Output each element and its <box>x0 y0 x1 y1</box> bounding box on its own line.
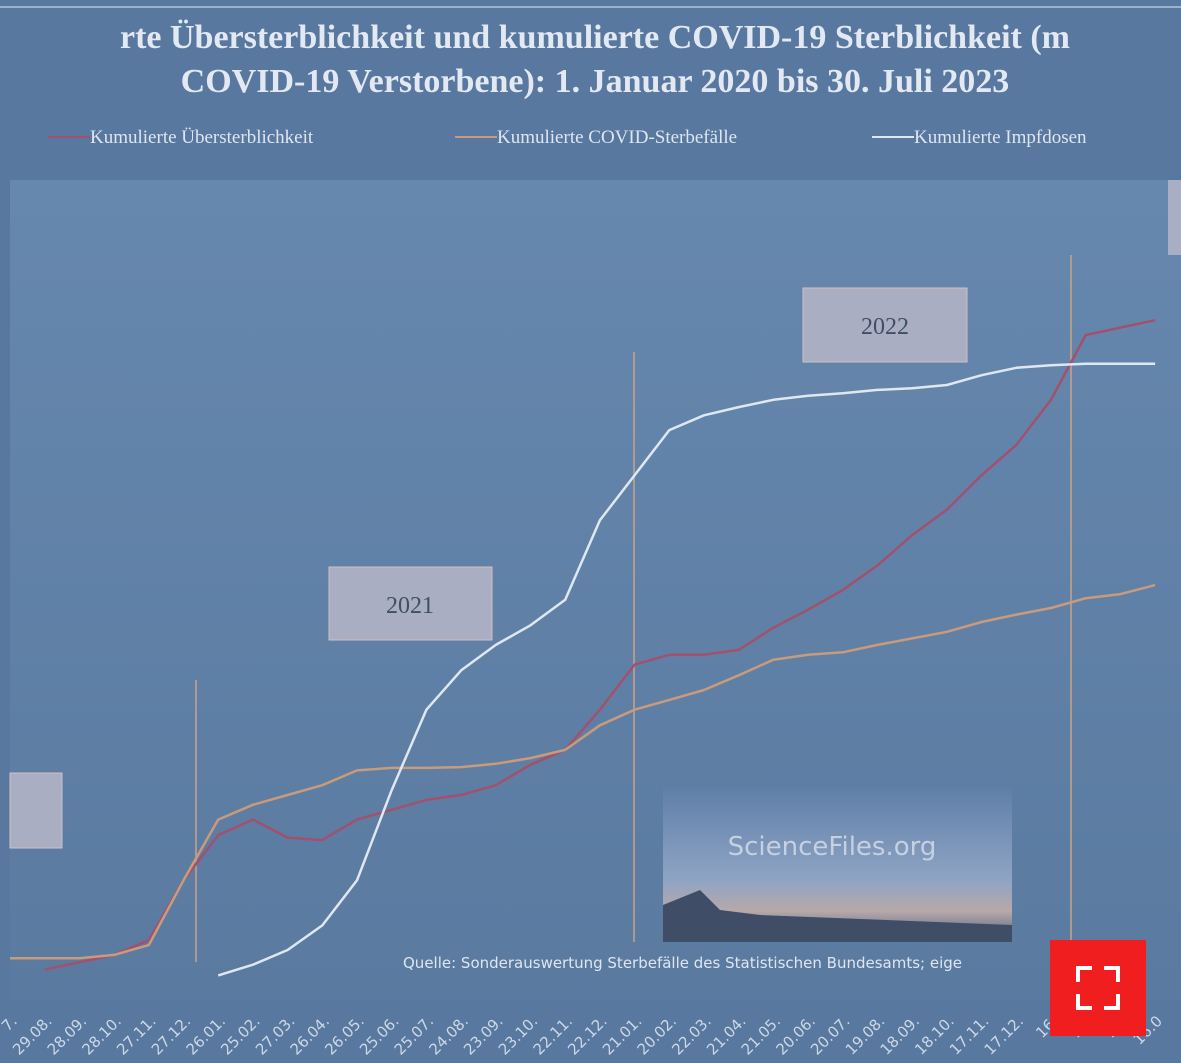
button-bg[interactable] <box>1050 940 1146 1036</box>
legend-label: Kumulierte Übersterblichkeit <box>90 127 314 148</box>
watermark-text: ScienceFiles.org <box>728 832 937 862</box>
year-label: 2022 <box>861 314 909 340</box>
year-label: 2021 <box>386 593 434 619</box>
title-line: COVID-19 Verstorbene): 1. Januar 2020 bi… <box>181 63 1010 100</box>
year-box <box>1168 180 1181 255</box>
frame-edge <box>0 6 1181 8</box>
year-box <box>10 773 62 848</box>
screenshot: rte Übersterblichkeit und kumulierte COV… <box>0 0 1181 1063</box>
legend-label: Kumulierte COVID-Sterbefälle <box>497 127 737 148</box>
title-line: rte Übersterblichkeit und kumulierte COV… <box>120 19 1070 56</box>
legend-label: Kumulierte Impfdosen <box>914 127 1087 148</box>
legend: Kumulierte Übersterblichkeit Kumulierte C… <box>48 127 1087 148</box>
fullscreen-button[interactable] <box>1050 940 1146 1036</box>
source-note: Quelle: Sonderauswertung Sterbefälle des… <box>403 954 962 972</box>
